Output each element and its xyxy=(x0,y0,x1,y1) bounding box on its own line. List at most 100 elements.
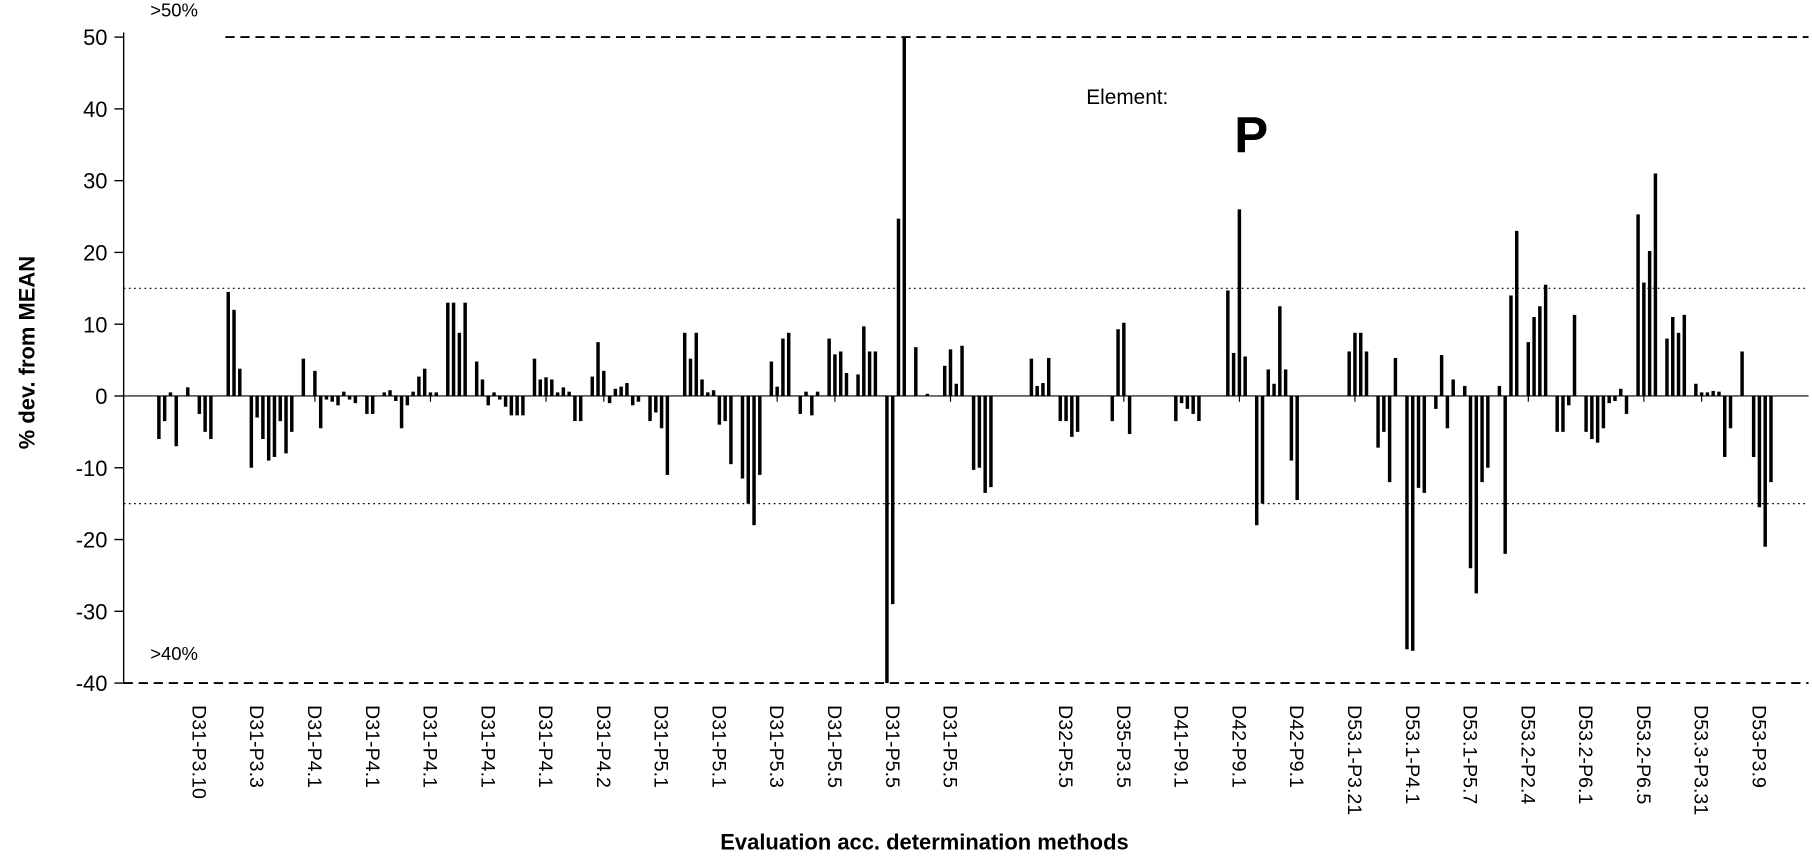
x-tick-label: D31-P5.1 xyxy=(650,705,672,788)
bar xyxy=(1607,395,1611,404)
bar xyxy=(862,326,866,396)
bar xyxy=(1347,351,1351,396)
x-tick-label: D31-P4.1 xyxy=(476,705,498,788)
bar xyxy=(474,361,479,396)
bar xyxy=(411,391,415,396)
bar xyxy=(249,395,254,468)
bar xyxy=(1584,395,1588,432)
bar xyxy=(1561,395,1565,432)
bar xyxy=(977,395,982,468)
bar xyxy=(1035,385,1039,396)
bar xyxy=(746,395,750,504)
bar xyxy=(1064,395,1068,422)
bar xyxy=(844,373,849,396)
bar xyxy=(388,390,392,396)
bar xyxy=(659,395,664,429)
bar xyxy=(434,392,438,396)
x-tick-label: D31-P5.1 xyxy=(707,705,729,788)
bar xyxy=(521,395,525,416)
bar xyxy=(1728,395,1733,429)
element-caption: Element: xyxy=(1086,86,1168,109)
x-tick-label: D53.2-P2.4 xyxy=(1516,705,1538,804)
bar xyxy=(1179,395,1184,404)
bar xyxy=(1174,395,1178,422)
bar xyxy=(1243,356,1247,396)
bar xyxy=(1295,395,1299,501)
bar xyxy=(1445,395,1450,429)
x-tick-label: D53.3-P3.31 xyxy=(1690,705,1712,815)
bar xyxy=(885,395,889,684)
bar xyxy=(203,395,207,432)
bar xyxy=(630,395,635,406)
bar xyxy=(890,395,895,605)
bar xyxy=(1468,395,1473,569)
bar xyxy=(1705,392,1710,396)
bar xyxy=(1515,230,1519,396)
bar xyxy=(1503,395,1507,554)
bar xyxy=(896,218,901,396)
bar xyxy=(1590,395,1594,440)
bar xyxy=(399,395,404,429)
element: P xyxy=(1234,107,1268,164)
bar xyxy=(1486,395,1490,468)
bar xyxy=(232,309,236,396)
bar xyxy=(1723,395,1727,457)
bar xyxy=(457,332,462,396)
x-tick-label: D53.2-P6.1 xyxy=(1574,705,1596,804)
bar xyxy=(786,332,791,396)
x-tick-label: D31-P4.1 xyxy=(534,705,556,788)
x-tick-label: D31-P5.5 xyxy=(939,705,961,788)
bar xyxy=(1676,332,1681,396)
bar xyxy=(446,302,450,396)
bar xyxy=(1289,395,1294,461)
bar xyxy=(1226,290,1230,396)
bar xyxy=(717,395,722,425)
bar xyxy=(1278,306,1282,396)
bar xyxy=(723,395,727,422)
y-tick-label: -10 xyxy=(76,456,108,481)
bar xyxy=(278,395,282,422)
bar xyxy=(1272,383,1276,396)
bar xyxy=(451,302,456,396)
bar xyxy=(798,395,802,414)
bar xyxy=(1567,395,1571,406)
bar xyxy=(266,395,271,461)
bar xyxy=(1254,395,1259,526)
bar xyxy=(711,390,716,396)
bar xyxy=(954,383,959,396)
bar xyxy=(1555,395,1559,432)
bar xyxy=(342,391,346,396)
bar xyxy=(752,395,756,526)
bar xyxy=(209,395,213,440)
bar xyxy=(544,377,548,396)
y-tick-label: 30 xyxy=(83,169,107,194)
bar xyxy=(1538,306,1542,396)
bar xyxy=(1526,342,1531,396)
bar xyxy=(1757,395,1762,508)
bar xyxy=(1595,395,1600,443)
bar xyxy=(1393,357,1398,396)
bar xyxy=(509,395,514,416)
bar xyxy=(290,395,294,432)
bar xyxy=(769,361,774,396)
bar xyxy=(838,351,843,396)
bar xyxy=(405,395,410,406)
bar xyxy=(1359,332,1363,396)
bar xyxy=(226,291,230,396)
bar xyxy=(810,395,814,416)
bar xyxy=(1451,379,1455,396)
bar xyxy=(740,395,745,479)
bar xyxy=(1075,395,1080,432)
bar xyxy=(706,392,710,396)
bar xyxy=(561,387,566,396)
bar xyxy=(1642,282,1646,396)
bar xyxy=(1416,395,1421,488)
x-axis-title: Evaluation acc. determination methods xyxy=(720,829,1128,854)
bar xyxy=(532,358,537,396)
bar xyxy=(1041,383,1045,396)
bar xyxy=(648,395,652,422)
y-tick-label: -40 xyxy=(76,671,108,696)
bar xyxy=(596,342,600,396)
y-tick-label: 0 xyxy=(95,384,107,409)
x-tick-label: D53.1-P3.21 xyxy=(1343,705,1365,815)
